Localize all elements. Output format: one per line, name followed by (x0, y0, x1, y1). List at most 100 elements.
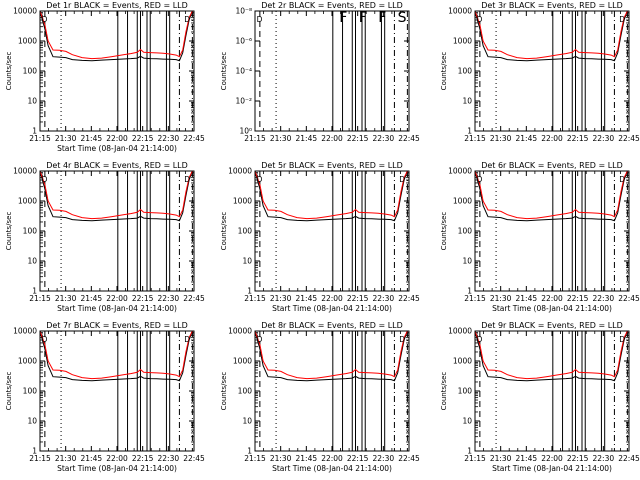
lld-series-line (39, 330, 193, 380)
x-tick-label: 22:00 (106, 134, 128, 143)
x-tick-label: 21:30 (490, 294, 512, 303)
y-tick-label: 1000 (453, 357, 472, 366)
flag-label: D (257, 15, 263, 24)
y-axis-label: Counts/sec (5, 372, 13, 411)
x-tick-label: 22:30 (158, 454, 180, 463)
x-tick-label: 21:15 (244, 454, 266, 463)
x-tick-label: 22:30 (373, 294, 395, 303)
x-tick-label: 22:15 (567, 294, 589, 303)
plot-frame (39, 10, 195, 132)
flag-label: D (477, 175, 483, 184)
flag-label: D (477, 335, 483, 344)
panel-title: Det 4r BLACK = Events, RED = LLD (46, 161, 188, 170)
lld-series-line (474, 330, 628, 380)
x-tick-label: 21:45 (81, 454, 103, 463)
y-tick-label: 10000 (448, 327, 472, 336)
x-tick-label: 22:15 (347, 134, 369, 143)
x-tick-label: 21:15 (29, 134, 51, 143)
y-tick-label: 100 (238, 387, 253, 396)
x-tick-label: 22:15 (567, 134, 589, 143)
x-tick-label: 22:15 (567, 454, 589, 463)
x-tick-label: 21:15 (29, 454, 51, 463)
flag-label: S (398, 10, 407, 26)
events-series-line (39, 10, 193, 62)
y-axis-label: Counts/sec (5, 52, 13, 91)
x-tick-label: 22:15 (132, 294, 154, 303)
y-tick-label: 1000 (453, 197, 472, 206)
y-axis-label: Counts/sec (220, 372, 228, 411)
events-series-line (39, 330, 193, 382)
x-tick-label: 21:30 (270, 134, 292, 143)
detector-panel: Det 8r BLACK = Events, RED = LLD Counts/s… (220, 321, 420, 473)
lld-series-line (39, 10, 193, 60)
lld-series-line (474, 10, 628, 60)
y-tick-label: 1000 (233, 197, 252, 206)
plot-frame (39, 170, 195, 292)
flag-label: D (257, 335, 263, 344)
x-tick-label: 21:30 (490, 454, 512, 463)
y-tick-label: 10 (242, 257, 252, 266)
y-tick-label: 100 (458, 67, 473, 76)
y-axis-label: Counts/sec (440, 372, 448, 411)
x-tick-label: 22:30 (593, 294, 615, 303)
lld-series-line (254, 170, 408, 220)
panel-title: Det 9r BLACK = Events, RED = LLD (481, 321, 623, 330)
y-tick-label: 1 (467, 447, 472, 456)
events-series-line (254, 330, 408, 382)
x-tick-label: 22:00 (106, 454, 128, 463)
x-tick-label: 21:45 (516, 454, 538, 463)
y-tick-label: 1000 (18, 357, 37, 366)
plot-frame (474, 170, 630, 292)
panel-title: Det 2r BLACK = Events, RED = LLD (261, 1, 403, 10)
y-tick-label: 100 (458, 227, 473, 236)
x-tick-label: 22:30 (593, 454, 615, 463)
x-tick-label: 22:30 (158, 294, 180, 303)
x-tick-label: 22:15 (132, 454, 154, 463)
y-tick-label: 1 (247, 447, 252, 456)
plot-frame (254, 330, 410, 452)
x-axis-label: Start Time (08-Jan-04 21:14:00) (57, 144, 177, 153)
x-tick-label: 22:45 (183, 454, 205, 463)
x-tick-label: 21:15 (464, 134, 486, 143)
y-tick-label: 10000 (448, 7, 472, 16)
x-tick-label: 22:00 (321, 134, 343, 143)
events-series-line (254, 170, 408, 222)
x-tick-label: 21:30 (490, 134, 512, 143)
y-tick-label: 10000 (448, 167, 472, 176)
y-tick-label: 10 (27, 417, 37, 426)
y-tick-label: 1 (247, 287, 252, 296)
x-tick-label: 21:15 (29, 294, 51, 303)
x-tick-label: 22:00 (321, 294, 343, 303)
x-tick-label: 21:45 (516, 134, 538, 143)
x-tick-label: 22:45 (398, 454, 420, 463)
y-tick-label: 10000 (13, 167, 37, 176)
flag-label: D (399, 335, 405, 344)
y-tick-label: 100 (458, 387, 473, 396)
y-tick-label: 10 (27, 257, 37, 266)
lld-series-line (474, 170, 628, 220)
panel-title: Det 6r BLACK = Events, RED = LLD (481, 161, 623, 170)
y-tick-label: 10⁰ (239, 127, 252, 136)
y-axis-label: Counts/sec (440, 52, 448, 91)
y-tick-label: 10000 (228, 167, 252, 176)
flag-label: F (339, 10, 347, 26)
y-axis-label: Counts/sec (5, 212, 13, 251)
x-tick-label: 22:30 (373, 454, 395, 463)
y-tick-label: 10 (462, 417, 472, 426)
x-tick-label: 21:45 (81, 134, 103, 143)
plot-frame (254, 10, 410, 132)
x-tick-label: 21:45 (81, 294, 103, 303)
x-tick-label: 22:45 (398, 294, 420, 303)
flag-label: D (184, 15, 190, 24)
x-tick-label: 21:30 (55, 454, 77, 463)
y-tick-label: 1 (32, 127, 37, 136)
flag-label: D (257, 175, 263, 184)
y-tick-label: 10000 (13, 7, 37, 16)
x-tick-label: 22:00 (541, 294, 563, 303)
y-tick-label: 1000 (233, 357, 252, 366)
detector-panel: Det 4r BLACK = Events, RED = LLD Counts/s… (5, 161, 205, 313)
panel-title: Det 5r BLACK = Events, RED = LLD (261, 161, 403, 170)
flag-label: D (399, 175, 405, 184)
detector-panel: Det 9r BLACK = Events, RED = LLD Counts/s… (440, 321, 640, 473)
events-series-line (474, 330, 628, 382)
